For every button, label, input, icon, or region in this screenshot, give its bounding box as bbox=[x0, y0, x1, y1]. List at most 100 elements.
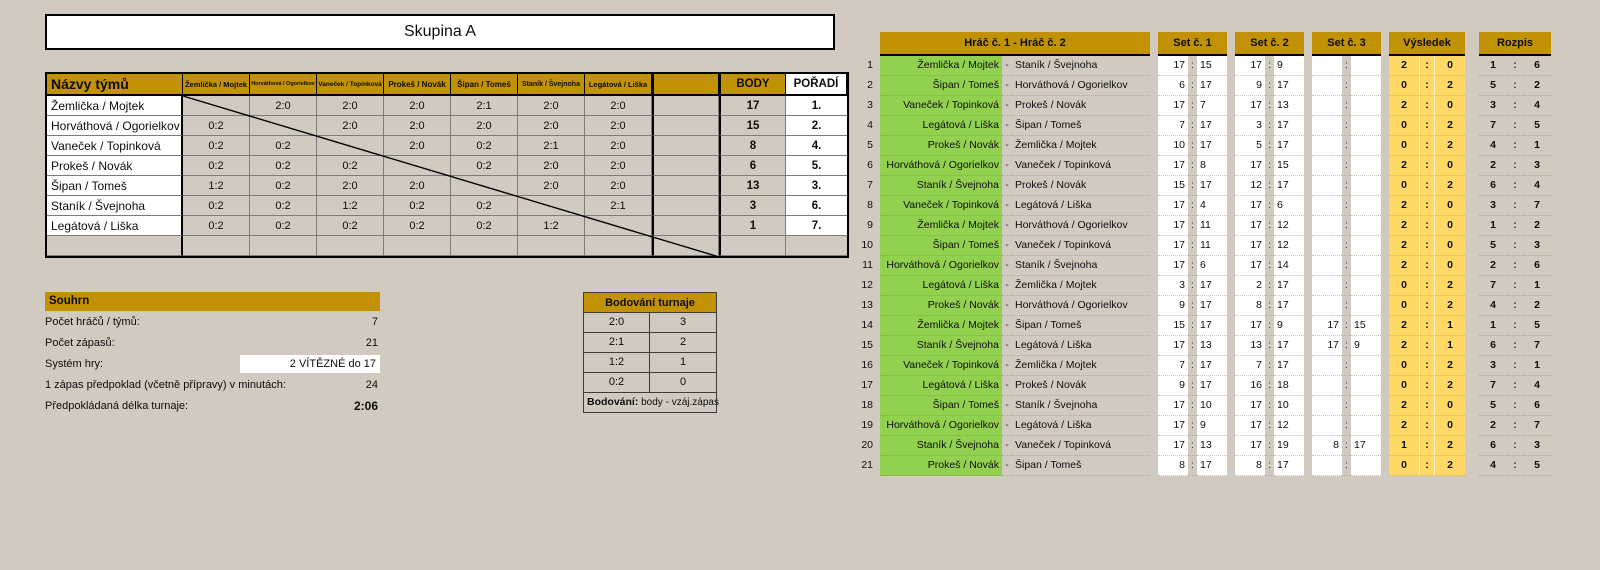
player2-cell[interactable]: Staník / Švejnoha bbox=[1012, 56, 1150, 76]
set3-away-score[interactable] bbox=[1351, 356, 1381, 376]
score-cell[interactable]: 2:0 bbox=[518, 96, 585, 116]
result-home[interactable]: 2 bbox=[1389, 316, 1419, 336]
result-away[interactable]: 0 bbox=[1435, 56, 1465, 76]
set1-away-score[interactable]: 17 bbox=[1197, 76, 1227, 96]
set2-home-score[interactable]: 17 bbox=[1235, 396, 1265, 416]
score-cell[interactable] bbox=[518, 196, 585, 216]
score-cell[interactable]: 2:0 bbox=[585, 156, 652, 176]
score-cell[interactable]: 0:2 bbox=[451, 156, 518, 176]
player1-cell[interactable]: Prokeš / Novák bbox=[880, 296, 1002, 316]
score-cell[interactable]: 2:0 bbox=[585, 136, 652, 156]
score-cell[interactable]: 0:2 bbox=[183, 136, 250, 156]
set1-away-score[interactable]: 17 bbox=[1197, 116, 1227, 136]
schedule-team2[interactable]: 5 bbox=[1523, 116, 1551, 136]
set1-away-score[interactable]: 17 bbox=[1197, 356, 1227, 376]
set2-away-score[interactable]: 17 bbox=[1274, 276, 1304, 296]
set1-away-score[interactable]: 11 bbox=[1197, 236, 1227, 256]
score-cell[interactable] bbox=[250, 236, 317, 256]
schedule-team1[interactable]: 2 bbox=[1479, 256, 1507, 276]
set3-away-score[interactable]: 15 bbox=[1351, 316, 1381, 336]
schedule-team2[interactable]: 2 bbox=[1523, 296, 1551, 316]
set3-away-score[interactable] bbox=[1351, 56, 1381, 76]
score-cell[interactable] bbox=[451, 236, 518, 256]
set1-home-score[interactable]: 10 bbox=[1158, 136, 1188, 156]
set1-away-score[interactable]: 17 bbox=[1197, 136, 1227, 156]
score-cell[interactable]: 0:2 bbox=[250, 156, 317, 176]
set3-away-score[interactable] bbox=[1351, 276, 1381, 296]
set1-home-score[interactable]: 7 bbox=[1158, 356, 1188, 376]
set1-home-score[interactable]: 17 bbox=[1158, 396, 1188, 416]
set2-away-score[interactable]: 12 bbox=[1274, 236, 1304, 256]
set2-away-score[interactable]: 10 bbox=[1274, 396, 1304, 416]
set2-home-score[interactable]: 16 bbox=[1235, 376, 1265, 396]
schedule-team2[interactable]: 3 bbox=[1523, 236, 1551, 256]
player1-cell[interactable]: Legátová / Liška bbox=[880, 376, 1002, 396]
set1-away-score[interactable]: 17 bbox=[1197, 316, 1227, 336]
set3-home-score[interactable] bbox=[1312, 376, 1342, 396]
player1-cell[interactable]: Staník / Švejnoha bbox=[880, 436, 1002, 456]
schedule-team1[interactable]: 4 bbox=[1479, 136, 1507, 156]
result-away[interactable]: 0 bbox=[1435, 156, 1465, 176]
player1-cell[interactable]: Žemlička / Mojtek bbox=[880, 216, 1002, 236]
result-home[interactable]: 0 bbox=[1389, 116, 1419, 136]
player1-cell[interactable]: Horváthová / Ogorielkov bbox=[880, 256, 1002, 276]
result-away[interactable]: 0 bbox=[1435, 236, 1465, 256]
score-cell[interactable]: 2:0 bbox=[384, 96, 451, 116]
set1-away-score[interactable]: 13 bbox=[1197, 436, 1227, 456]
team-name-cell[interactable]: Žemlička / Mojtek bbox=[47, 96, 183, 116]
set2-home-score[interactable]: 9 bbox=[1235, 76, 1265, 96]
player1-cell[interactable]: Šipan / Tomeš bbox=[880, 396, 1002, 416]
set1-away-score[interactable]: 6 bbox=[1197, 256, 1227, 276]
points-cell[interactable]: 17 bbox=[719, 96, 786, 116]
set1-home-score[interactable]: 17 bbox=[1158, 416, 1188, 436]
schedule-team2[interactable]: 3 bbox=[1523, 436, 1551, 456]
schedule-team1[interactable]: 6 bbox=[1479, 176, 1507, 196]
points-cell[interactable]: 15 bbox=[719, 116, 786, 136]
set3-away-score[interactable]: 17 bbox=[1351, 436, 1381, 456]
player1-cell[interactable]: Horváthová / Ogorielkov bbox=[880, 416, 1002, 436]
set3-home-score[interactable]: 8 bbox=[1312, 436, 1342, 456]
score-cell[interactable]: 2:0 bbox=[585, 96, 652, 116]
player1-cell[interactable]: Šipan / Tomeš bbox=[880, 236, 1002, 256]
player2-cell[interactable]: Šipan / Tomeš bbox=[1012, 116, 1150, 136]
player2-cell[interactable]: Šipan / Tomeš bbox=[1012, 456, 1150, 476]
score-cell[interactable]: 0:2 bbox=[384, 196, 451, 216]
set3-home-score[interactable]: 17 bbox=[1312, 316, 1342, 336]
set3-home-score[interactable] bbox=[1312, 256, 1342, 276]
player1-cell[interactable]: Žemlička / Mojtek bbox=[880, 316, 1002, 336]
schedule-team1[interactable]: 2 bbox=[1479, 416, 1507, 436]
score-cell[interactable]: 0:2 bbox=[384, 216, 451, 236]
schedule-team1[interactable]: 3 bbox=[1479, 196, 1507, 216]
player2-cell[interactable]: Staník / Švejnoha bbox=[1012, 256, 1150, 276]
score-cell[interactable] bbox=[183, 236, 250, 256]
player2-cell[interactable]: Staník / Švejnoha bbox=[1012, 396, 1150, 416]
set2-home-score[interactable]: 17 bbox=[1235, 196, 1265, 216]
score-cell[interactable]: 2:0 bbox=[518, 116, 585, 136]
set3-away-score[interactable] bbox=[1351, 176, 1381, 196]
score-cell[interactable]: 0:2 bbox=[250, 216, 317, 236]
set1-home-score[interactable]: 7 bbox=[1158, 116, 1188, 136]
schedule-team1[interactable]: 7 bbox=[1479, 376, 1507, 396]
player1-cell[interactable]: Horváthová / Ogorielkov bbox=[880, 156, 1002, 176]
points-cell[interactable] bbox=[719, 236, 786, 256]
set3-away-score[interactable] bbox=[1351, 116, 1381, 136]
schedule-team2[interactable]: 1 bbox=[1523, 356, 1551, 376]
player2-cell[interactable]: Vaneček / Topinková bbox=[1012, 236, 1150, 256]
set1-home-score[interactable]: 17 bbox=[1158, 436, 1188, 456]
points-cell[interactable]: 3 bbox=[719, 196, 786, 216]
schedule-team1[interactable]: 1 bbox=[1479, 216, 1507, 236]
set3-away-score[interactable] bbox=[1351, 256, 1381, 276]
team-name-cell[interactable]: Legátová / Liška bbox=[47, 216, 183, 236]
score-cell[interactable]: 2:0 bbox=[384, 116, 451, 136]
score-cell[interactable]: 2:0 bbox=[317, 176, 384, 196]
set3-away-score[interactable] bbox=[1351, 196, 1381, 216]
result-away[interactable]: 2 bbox=[1435, 276, 1465, 296]
schedule-team1[interactable]: 7 bbox=[1479, 116, 1507, 136]
result-home[interactable]: 2 bbox=[1389, 196, 1419, 216]
rank-cell[interactable]: 1. bbox=[786, 96, 847, 116]
player1-cell[interactable]: Vaneček / Topinková bbox=[880, 196, 1002, 216]
player2-cell[interactable]: Prokeš / Novák bbox=[1012, 176, 1150, 196]
set1-home-score[interactable]: 9 bbox=[1158, 376, 1188, 396]
set2-home-score[interactable]: 3 bbox=[1235, 116, 1265, 136]
set1-home-score[interactable]: 17 bbox=[1158, 56, 1188, 76]
